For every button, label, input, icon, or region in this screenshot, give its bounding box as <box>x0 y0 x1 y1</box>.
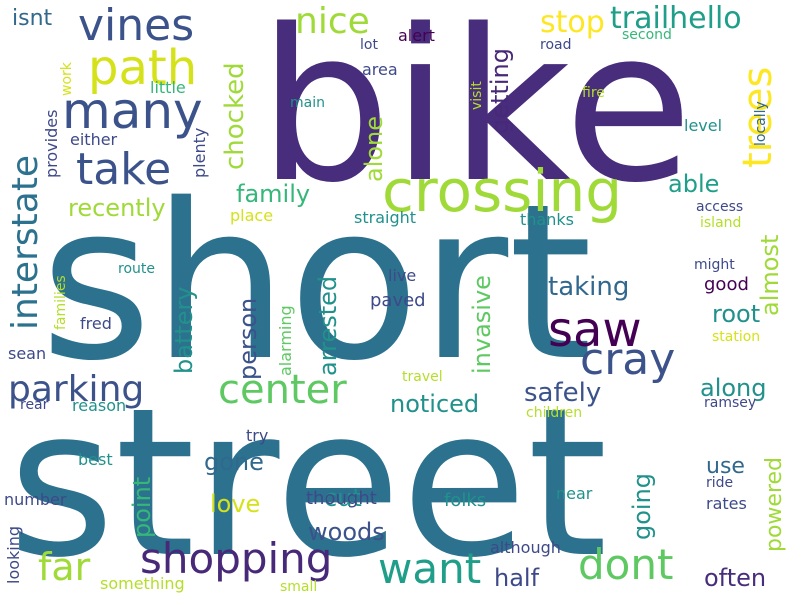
cloud-word: paved <box>370 290 426 311</box>
cloud-word: try <box>246 426 269 445</box>
cloud-word: many <box>62 82 203 140</box>
cloud-word: place <box>230 206 274 225</box>
cloud-word: something <box>100 574 185 593</box>
cloud-word: cray <box>580 334 676 385</box>
cloud-word: provides <box>42 109 61 178</box>
cloud-word: short <box>40 157 593 408</box>
cloud-word: half <box>494 564 540 592</box>
cloud-word: locally <box>753 101 769 146</box>
cloud-word: nice <box>295 1 370 42</box>
cloud-word: getting <box>486 48 514 134</box>
cloud-word: parking <box>8 369 145 410</box>
cloud-word: center <box>218 367 347 413</box>
cloud-word: visit <box>469 81 485 110</box>
cloud-word: noticed <box>390 390 480 418</box>
cloud-word: rates <box>706 494 747 513</box>
cloud-word: powered <box>762 456 787 552</box>
cloud-word: far <box>38 545 91 589</box>
cloud-word: rear <box>20 397 49 413</box>
cloud-word: thanks <box>520 210 574 229</box>
cloud-word: work <box>59 62 75 96</box>
cloud-word: arrested <box>314 275 342 376</box>
cloud-word: almost <box>756 234 784 316</box>
cloud-word: able <box>668 170 720 198</box>
cloud-word: good <box>704 274 749 295</box>
cloud-word: taking <box>548 272 630 302</box>
cloud-word: might <box>694 257 735 273</box>
cloud-word: chocked <box>220 62 250 170</box>
cloud-word: folks <box>444 490 487 511</box>
cloud-word: children <box>526 405 583 421</box>
cloud-word: sean <box>8 344 47 363</box>
cloud-word: number <box>4 490 67 509</box>
cloud-word: family <box>236 180 311 208</box>
cloud-word: alert <box>398 26 435 45</box>
cloud-word: isnt <box>12 6 53 31</box>
cloud-word: gone <box>204 448 264 476</box>
cloud-word: road <box>540 37 572 53</box>
cloud-word: safely <box>524 378 602 408</box>
cloud-word: often <box>704 564 767 592</box>
cloud-word: fire <box>582 85 605 101</box>
cloud-word: plenty <box>190 127 209 178</box>
cloud-word: want <box>378 544 482 593</box>
cloud-word: main <box>290 95 325 111</box>
cloud-word: along <box>700 374 767 402</box>
cloud-word: small <box>280 579 318 595</box>
cloud-word: root <box>712 300 761 328</box>
cloud-word: ride <box>706 475 734 491</box>
cloud-word: live <box>388 266 417 285</box>
cloud-word: island <box>700 215 742 231</box>
cloud-word: recently <box>68 194 166 222</box>
cloud-word: fred <box>80 314 112 333</box>
cloud-word: near <box>556 484 593 503</box>
cloud-word: families <box>53 275 69 330</box>
cloud-word: ramsey <box>704 395 757 411</box>
cloud-word: shopping <box>140 534 333 583</box>
cloud-word: lot <box>360 37 378 53</box>
cloud-word: although <box>490 538 561 557</box>
cloud-word: crossing <box>382 157 623 225</box>
cloud-word: thought <box>306 488 377 509</box>
cloud-word: station <box>712 329 761 345</box>
cloud-word: going <box>628 472 656 540</box>
cloud-word: reason <box>72 396 127 415</box>
cloud-word: either <box>70 130 118 149</box>
cloud-word: alarming <box>276 305 295 376</box>
cloud-word: woods <box>308 518 385 546</box>
cloud-word: trailhello <box>610 1 742 36</box>
cloud-word: invasive <box>468 275 496 374</box>
cloud-word: saw <box>548 302 642 358</box>
cloud-word: access <box>696 199 744 215</box>
cloud-word: little <box>150 78 186 97</box>
cloud-word: dont <box>578 540 674 589</box>
cloud-word: area <box>362 60 398 79</box>
cloud-word: path <box>88 40 198 96</box>
cloud-word: cut <box>324 484 362 512</box>
cloud-word: travel <box>402 369 443 385</box>
cloud-word: person <box>234 297 262 380</box>
cloud-word: second <box>622 27 672 43</box>
cloud-word: level <box>684 116 723 135</box>
cloud-word: best <box>78 450 113 469</box>
cloud-word: battery <box>170 286 198 374</box>
cloud-word: straight <box>354 208 417 227</box>
cloud-word: bike <box>258 0 693 229</box>
cloud-word: street <box>8 365 608 600</box>
cloud-word: route <box>118 261 155 277</box>
cloud-word: interstate <box>5 154 46 330</box>
cloud-word: alone <box>360 115 388 182</box>
cloud-word: use <box>706 454 745 479</box>
cloud-word: vines <box>78 0 195 51</box>
cloud-word: love <box>210 490 261 518</box>
cloud-word: stop <box>540 5 605 40</box>
cloud-word: point <box>128 476 156 538</box>
cloud-word: take <box>76 144 172 195</box>
cloud-word: looking <box>4 525 23 584</box>
